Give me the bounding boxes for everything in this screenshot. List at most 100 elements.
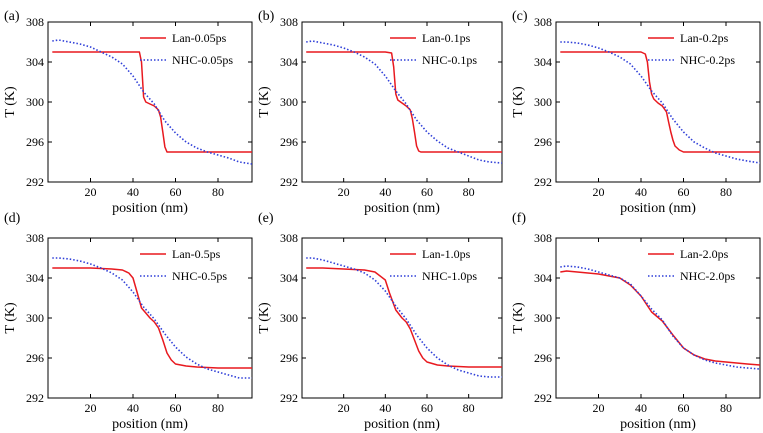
- legend-entry: Lan-2.0ps: [680, 247, 729, 261]
- y-tick-label: 304: [280, 55, 298, 69]
- x-axis-label: position (nm): [620, 201, 696, 216]
- y-tick-label: 308: [280, 231, 298, 245]
- y-tick-label: 300: [280, 95, 298, 109]
- y-tick-label: 304: [26, 271, 44, 285]
- series-line-lan: [560, 51, 760, 153]
- panel-label: (e): [258, 211, 274, 226]
- chart-panel-5: (e) 20 40 60 80 292 296 300 304 308 position (nm) T…: [257, 211, 503, 432]
- legend-entry: Lan-0.5ps: [172, 247, 221, 261]
- y-tick-label: 296: [534, 351, 552, 365]
- plot-frame: [301, 21, 503, 183]
- y-tick-label: 308: [26, 231, 44, 245]
- x-tick-label: 20: [85, 185, 97, 199]
- series-line-lan: [306, 267, 502, 368]
- x-tick-label: 60: [421, 401, 433, 415]
- legend-entry: Lan-0.05ps: [172, 31, 227, 45]
- legend-entry: NHC-2.0ps: [680, 269, 735, 283]
- x-tick-label: 60: [170, 401, 182, 415]
- legend-entry: NHC-0.05ps: [172, 53, 233, 67]
- x-tick-label: 40: [127, 185, 139, 199]
- x-tick-label: 20: [593, 185, 605, 199]
- panel-label: (d): [4, 211, 21, 226]
- y-tick-label: 300: [26, 95, 44, 109]
- y-axis-label: T (K): [3, 302, 18, 334]
- chart-panel-2: (b) 20 40 60 80 292 296 300 304 308 position (nm) T…: [257, 9, 503, 216]
- legend-entry: NHC-0.1ps: [422, 53, 477, 67]
- plot-frame: [47, 21, 253, 183]
- y-tick-label: 300: [26, 311, 44, 325]
- y-tick-label: 308: [534, 231, 552, 245]
- y-tick-label: 300: [534, 95, 552, 109]
- y-axis-label: T (K): [511, 86, 526, 118]
- chart-panel-6: (f) 20 40 60 80 292 296 300 304 308 position (nm) T…: [511, 211, 761, 432]
- x-tick-label: 20: [85, 401, 97, 415]
- x-tick-label: 40: [635, 185, 647, 199]
- y-tick-label: 308: [280, 15, 298, 29]
- y-tick-label: 292: [280, 175, 298, 189]
- x-axis-label: position (nm): [364, 417, 440, 432]
- y-tick-label: 292: [280, 391, 298, 405]
- series-line-lan: [52, 51, 252, 153]
- y-tick-label: 304: [26, 55, 44, 69]
- y-axis-label: T (K): [257, 86, 272, 118]
- y-tick-label: 304: [534, 271, 552, 285]
- y-tick-label: 292: [26, 391, 44, 405]
- y-tick-label: 308: [26, 15, 44, 29]
- x-axis-label: position (nm): [364, 201, 440, 216]
- x-tick-label: 80: [720, 401, 732, 415]
- series-line-nhc: [306, 40, 502, 164]
- x-tick-label: 60: [678, 185, 690, 199]
- x-tick-label: 80: [720, 185, 732, 199]
- legend-entry: NHC-0.2ps: [680, 53, 735, 67]
- panel-label: (f): [512, 211, 526, 226]
- legend-entry: Lan-0.2ps: [680, 31, 729, 45]
- series-line-lan: [52, 267, 252, 369]
- chart-panel-1: (a) 20 40 60 80 292 296 300 304 308 position (nm) T…: [3, 9, 253, 216]
- x-axis-label: position (nm): [112, 201, 188, 216]
- x-tick-label: 40: [379, 401, 391, 415]
- series-line-lan: [560, 270, 760, 366]
- x-tick-label: 80: [463, 401, 475, 415]
- chart-panel-4: (d) 20 40 60 80 292 296 300 304 308 position (nm) T…: [3, 211, 253, 432]
- y-tick-label: 292: [26, 175, 44, 189]
- y-tick-label: 304: [534, 55, 552, 69]
- panel-label: (c): [512, 9, 528, 24]
- panel-label: (a): [4, 9, 20, 24]
- x-tick-label: 40: [127, 401, 139, 415]
- x-tick-label: 60: [678, 401, 690, 415]
- legend-entry: Lan-0.1ps: [422, 31, 471, 45]
- y-axis-label: T (K): [511, 302, 526, 334]
- legend-entry: NHC-1.0ps: [422, 269, 477, 283]
- x-tick-label: 60: [170, 185, 182, 199]
- x-tick-label: 80: [212, 185, 224, 199]
- panel-label: (b): [258, 9, 275, 24]
- legend-entry: NHC-0.5ps: [172, 269, 227, 283]
- x-tick-label: 20: [338, 401, 350, 415]
- y-tick-label: 304: [280, 271, 298, 285]
- y-tick-label: 300: [534, 311, 552, 325]
- y-tick-label: 300: [280, 311, 298, 325]
- y-tick-label: 292: [534, 175, 552, 189]
- y-tick-label: 308: [534, 15, 552, 29]
- x-tick-label: 20: [593, 401, 605, 415]
- x-tick-label: 20: [338, 185, 350, 199]
- chart-panel-3: (c) 20 40 60 80 292 296 300 304 308 position (nm) T…: [511, 9, 761, 216]
- x-tick-label: 40: [635, 401, 647, 415]
- legend-entry: Lan-1.0ps: [422, 247, 471, 261]
- y-tick-label: 296: [26, 135, 44, 149]
- x-tick-label: 40: [379, 185, 391, 199]
- y-tick-label: 296: [534, 135, 552, 149]
- y-tick-label: 292: [534, 391, 552, 405]
- series-line-lan: [306, 51, 502, 153]
- y-tick-label: 296: [280, 135, 298, 149]
- x-axis-label: position (nm): [620, 417, 696, 432]
- y-tick-label: 296: [280, 351, 298, 365]
- y-tick-label: 296: [26, 351, 44, 365]
- y-axis-label: T (K): [257, 302, 272, 334]
- x-axis-label: position (nm): [112, 417, 188, 432]
- y-axis-label: T (K): [3, 86, 18, 118]
- x-tick-label: 60: [421, 185, 433, 199]
- x-tick-label: 80: [212, 401, 224, 415]
- x-tick-label: 80: [463, 185, 475, 199]
